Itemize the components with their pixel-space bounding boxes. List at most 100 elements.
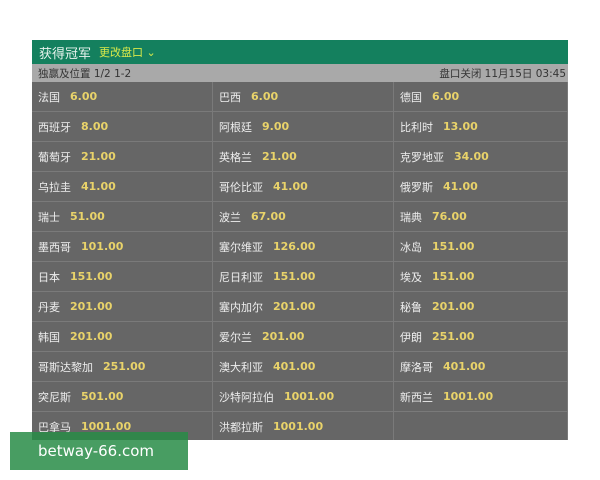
team-name: 瑞士: [38, 210, 60, 224]
odds-value: 201.00: [70, 330, 113, 343]
selection-cell[interactable]: 爱尔兰 201.00: [213, 322, 394, 352]
selection-cell[interactable]: 巴西 6.00: [213, 82, 394, 112]
selection-cell[interactable]: 哥斯达黎加 251.00: [32, 352, 213, 382]
selection-cell[interactable]: 澳大利亚 401.00: [213, 352, 394, 382]
selection-cell[interactable]: 丹麦 201.00: [32, 292, 213, 322]
selection-cell[interactable]: 日本 151.00: [32, 262, 213, 292]
team-name: 葡萄牙: [38, 150, 71, 164]
odds-value: 151.00: [273, 270, 316, 283]
odds-value: 41.00: [443, 180, 478, 193]
team-name: 哥伦比亚: [219, 180, 263, 194]
team-name: 墨西哥: [38, 240, 71, 254]
market-header: 获得冠军 更改盘口 ⌄: [32, 40, 568, 64]
odds-value: 67.00: [251, 210, 286, 223]
team-name: 沙特阿拉伯: [219, 390, 274, 404]
selection-cell[interactable]: 瑞典 76.00: [394, 202, 568, 232]
selection-cell[interactable]: 墨西哥 101.00: [32, 232, 213, 262]
team-name: 塞内加尔: [219, 300, 263, 314]
selection-cell[interactable]: 法国 6.00: [32, 82, 213, 112]
selection-cell: [394, 412, 568, 440]
team-name: 比利时: [400, 120, 433, 134]
market-title: 获得冠军: [39, 46, 92, 62]
team-name: 秘鲁: [400, 300, 422, 314]
odds-value: 51.00: [70, 210, 105, 223]
odds-value: 126.00: [273, 240, 316, 253]
team-name: 新西兰: [400, 390, 433, 404]
team-name: 哥斯达黎加: [38, 360, 93, 374]
selection-cell[interactable]: 俄罗斯 41.00: [394, 172, 568, 202]
selection-cell[interactable]: 新西兰 1001.00: [394, 382, 568, 412]
selection-cell[interactable]: 西班牙 8.00: [32, 112, 213, 142]
odds-value: 13.00: [443, 120, 478, 133]
selection-cell[interactable]: 哥伦比亚 41.00: [213, 172, 394, 202]
selection-cell[interactable]: 冰岛 151.00: [394, 232, 568, 262]
selection-cell[interactable]: 韩国 201.00: [32, 322, 213, 352]
odds-value: 76.00: [432, 210, 467, 223]
selection-cell[interactable]: 塞尔维亚 126.00: [213, 232, 394, 262]
odds-value: 251.00: [432, 330, 475, 343]
selection-cell[interactable]: 阿根廷 9.00: [213, 112, 394, 142]
odds-value: 8.00: [81, 120, 109, 133]
selection-cell[interactable]: 瑞士 51.00: [32, 202, 213, 232]
team-name: 韩国: [38, 330, 60, 344]
odds-value: 21.00: [81, 150, 116, 163]
selection-cell[interactable]: 沙特阿拉伯 1001.00: [213, 382, 394, 412]
selection-cell[interactable]: 乌拉圭 41.00: [32, 172, 213, 202]
team-name: 西班牙: [38, 120, 71, 134]
team-name: 洪都拉斯: [219, 420, 263, 434]
selection-cell[interactable]: 秘鲁 201.00: [394, 292, 568, 322]
team-name: 英格兰: [219, 150, 252, 164]
market-close-time: 盘口关闭 11月15日 03:45: [439, 67, 566, 80]
team-name: 德国: [400, 90, 422, 104]
odds-value: 1001.00: [284, 390, 335, 403]
odds-value: 201.00: [70, 300, 113, 313]
team-name: 突尼斯: [38, 390, 71, 404]
odds-value: 6.00: [251, 90, 279, 103]
selection-cell[interactable]: 英格兰 21.00: [213, 142, 394, 172]
odds-value: 41.00: [273, 180, 308, 193]
team-name: 丹麦: [38, 300, 60, 314]
odds-value: 401.00: [273, 360, 316, 373]
selection-cell[interactable]: 摩洛哥 401.00: [394, 352, 568, 382]
team-name: 波兰: [219, 210, 241, 224]
selection-cell[interactable]: 伊朗 251.00: [394, 322, 568, 352]
team-name: 冰岛: [400, 240, 422, 254]
selection-cell[interactable]: 尼日利亚 151.00: [213, 262, 394, 292]
selection-cell[interactable]: 塞内加尔 201.00: [213, 292, 394, 322]
bet-type-label: 独赢及位置 1/2 1-2: [38, 67, 132, 80]
team-name: 尼日利亚: [219, 270, 263, 284]
team-name: 塞尔维亚: [219, 240, 263, 254]
odds-value: 1001.00: [273, 420, 324, 433]
selection-cell[interactable]: 葡萄牙 21.00: [32, 142, 213, 172]
team-name: 伊朗: [400, 330, 422, 344]
odds-value: 6.00: [432, 90, 460, 103]
team-name: 克罗地亚: [400, 150, 444, 164]
change-market-dropdown[interactable]: 更改盘口 ⌄: [99, 46, 156, 59]
market-subheader: 独赢及位置 1/2 1-2 盘口关闭 11月15日 03:45: [32, 64, 568, 82]
odds-value: 201.00: [273, 300, 316, 313]
selection-cell[interactable]: 比利时 13.00: [394, 112, 568, 142]
selection-cell[interactable]: 巴拿马 1001.00: [32, 412, 213, 440]
team-name: 日本: [38, 270, 60, 284]
odds-value: 151.00: [432, 270, 475, 283]
odds-value: 501.00: [81, 390, 124, 403]
team-name: 阿根廷: [219, 120, 252, 134]
team-name: 俄罗斯: [400, 180, 433, 194]
odds-value: 151.00: [432, 240, 475, 253]
team-name: 巴拿马: [38, 420, 71, 434]
odds-value: 201.00: [432, 300, 475, 313]
team-name: 摩洛哥: [400, 360, 433, 374]
odds-value: 21.00: [262, 150, 297, 163]
selection-cell[interactable]: 德国 6.00: [394, 82, 568, 112]
odds-value: 251.00: [103, 360, 146, 373]
selection-cell[interactable]: 波兰 67.00: [213, 202, 394, 232]
odds-value: 41.00: [81, 180, 116, 193]
selection-cell[interactable]: 克罗地亚 34.00: [394, 142, 568, 172]
odds-value: 34.00: [454, 150, 489, 163]
team-name: 爱尔兰: [219, 330, 252, 344]
selection-cell[interactable]: 突尼斯 501.00: [32, 382, 213, 412]
selection-cell[interactable]: 埃及 151.00: [394, 262, 568, 292]
odds-value: 1001.00: [443, 390, 494, 403]
odds-value: 401.00: [443, 360, 486, 373]
selection-cell[interactable]: 洪都拉斯 1001.00: [213, 412, 394, 440]
